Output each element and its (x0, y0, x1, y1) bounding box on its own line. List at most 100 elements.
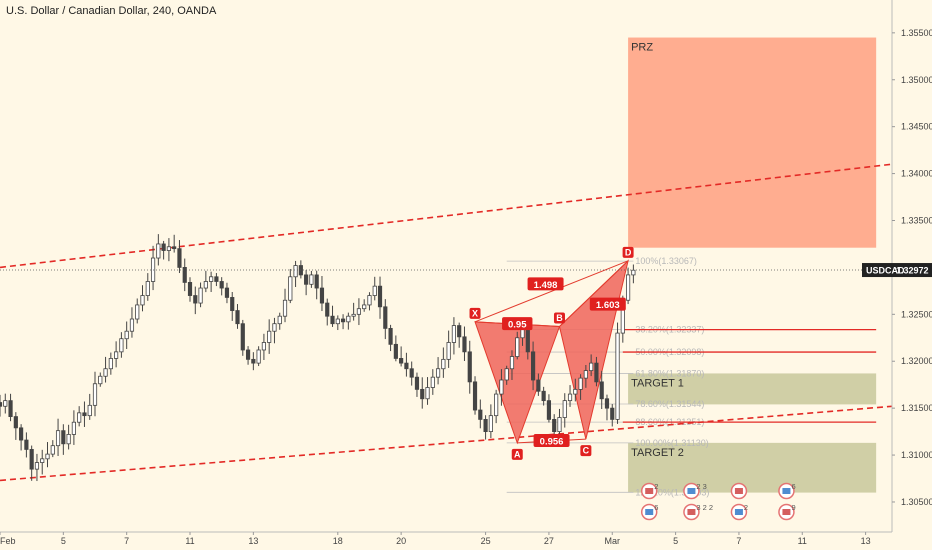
candle-body (24, 439, 29, 450)
y-tick-label-0: 1.30500 (901, 497, 932, 507)
ratio-bg-3 (589, 297, 626, 311)
candle-body (536, 379, 541, 392)
candle-body (304, 274, 309, 285)
events-layer: 2 2 3 6 6 3 2 2 2 9 (640, 482, 796, 521)
x-tick-label-7: 25 (481, 536, 491, 546)
candle-body (515, 337, 520, 357)
candle-body (557, 417, 562, 433)
candle-body (399, 358, 404, 364)
candle-body (182, 267, 187, 283)
candle-body (441, 358, 446, 370)
point-label-bg-C (580, 445, 592, 457)
candle-body (261, 342, 266, 351)
event-flag-fill (645, 488, 654, 494)
candle (383, 299, 388, 340)
candle (55, 418, 61, 456)
candle (29, 445, 34, 481)
candle-body (377, 285, 383, 308)
candle-body (235, 310, 240, 325)
candle (330, 305, 335, 327)
event-flag-fill (645, 509, 654, 515)
zone-prz (628, 37, 877, 248)
candle (530, 341, 536, 391)
candle (261, 333, 266, 361)
candle (124, 321, 129, 350)
candle (541, 386, 546, 406)
candle (272, 317, 277, 344)
candle-body (119, 338, 124, 353)
candle-body (541, 390, 546, 402)
x-tick-label-3: 11 (185, 536, 194, 546)
candle (594, 356, 599, 387)
candle (536, 373, 541, 396)
candle (8, 393, 13, 422)
event-count-0-0: 2 (654, 482, 658, 491)
candle (293, 260, 298, 287)
candle (50, 440, 55, 458)
y-tick-label-2: 1.31500 (901, 403, 932, 413)
candle (251, 352, 256, 371)
candle (140, 285, 145, 312)
candle-body (362, 304, 367, 310)
candle-body (34, 462, 40, 470)
candle-body (367, 295, 372, 306)
candle-body (214, 276, 219, 282)
candle (583, 365, 588, 388)
zone-target-2 (628, 442, 877, 493)
candle (156, 234, 161, 266)
point-label-X: X (472, 308, 478, 318)
candle-body (177, 248, 182, 268)
candle-body (108, 358, 113, 370)
ratio-bg-2 (527, 277, 564, 291)
candle-body (55, 430, 61, 447)
candle-body (124, 330, 129, 340)
candle (209, 271, 214, 293)
candle (24, 432, 29, 458)
candle (467, 340, 472, 394)
y-tick-label-7: 1.34000 (901, 169, 932, 179)
candle (314, 270, 319, 300)
candle (66, 424, 71, 450)
candle-body (330, 315, 335, 325)
candle-body (604, 398, 610, 409)
candle (573, 378, 578, 402)
candle (114, 341, 119, 368)
x-tick-label-8: 27 (544, 536, 554, 546)
candle-body (372, 285, 377, 296)
candle (235, 304, 240, 329)
candle-body (309, 274, 314, 285)
candle-body (573, 388, 578, 395)
zones-layer: PRZ TARGET 1 TARGET 2 (628, 37, 877, 493)
candle-body (610, 407, 615, 420)
candle (488, 404, 493, 439)
pattern-leg-XD (474, 260, 629, 323)
candle-body (451, 325, 457, 343)
candle (45, 442, 50, 468)
ratio-label-1: 0.956 (540, 436, 564, 447)
candle (92, 371, 98, 417)
candle-body (478, 409, 483, 420)
candle (388, 324, 393, 352)
candle-body (77, 412, 82, 423)
candle-body (488, 415, 493, 433)
candle (71, 410, 76, 445)
candle (198, 282, 203, 308)
ratio-label-2: 1.498 (534, 280, 558, 291)
x-tick-label-4: 13 (248, 536, 258, 546)
candle (187, 277, 193, 302)
event-flag-fill (687, 509, 696, 515)
candle (567, 385, 573, 407)
candle-body (504, 368, 509, 381)
candle-body (435, 368, 441, 378)
candle-body (172, 246, 177, 250)
candle-body (166, 246, 171, 251)
candle-body (267, 330, 272, 343)
fib-label-4: 78.60%(1.31544) (635, 399, 704, 409)
point-label-bg-A (511, 448, 523, 460)
candle (282, 288, 288, 323)
candle-body (114, 351, 119, 359)
candle-body (552, 419, 557, 433)
candle (98, 372, 103, 387)
zone-label-2: TARGET 2 (631, 447, 684, 459)
